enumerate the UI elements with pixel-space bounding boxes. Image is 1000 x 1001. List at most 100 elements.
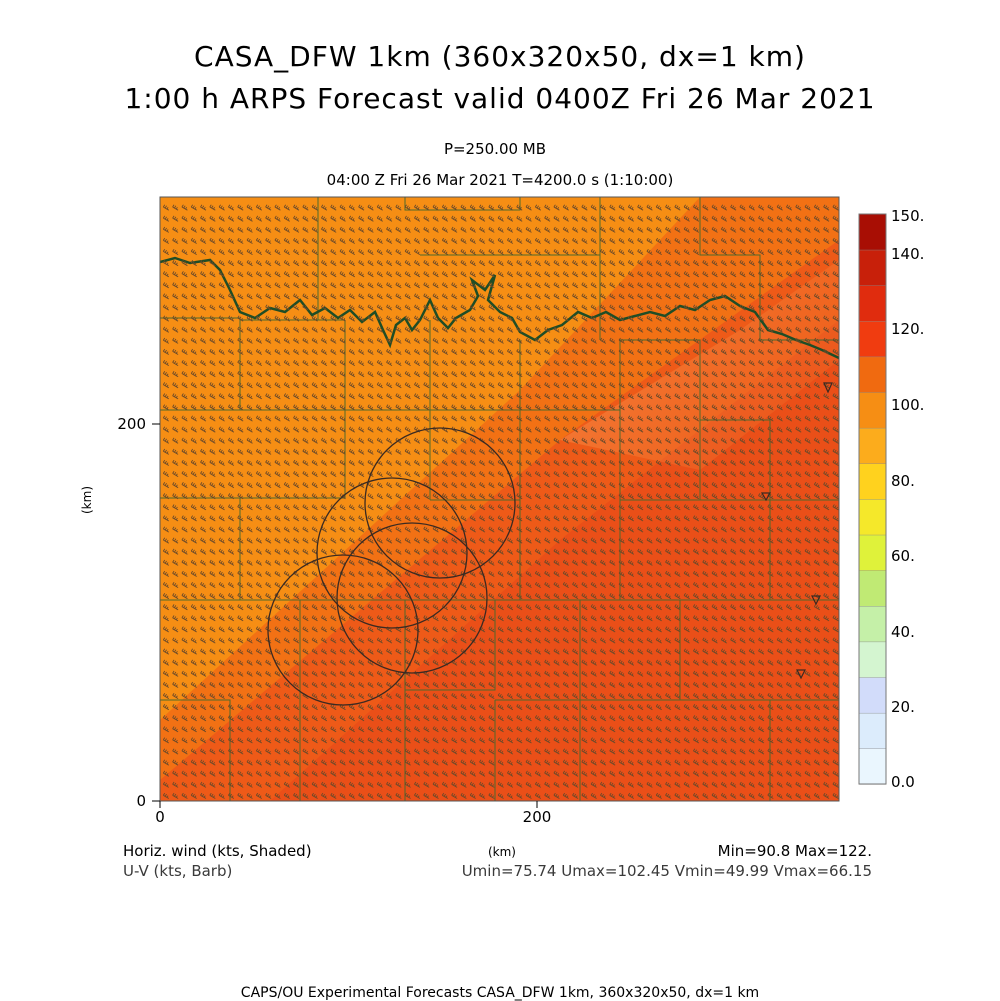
wind-barb — [172, 470, 179, 477]
wind-barb — [674, 337, 681, 344]
wind-barb — [665, 293, 672, 300]
wind-barb — [283, 304, 290, 311]
wind-barb — [469, 704, 476, 711]
wind-barb — [553, 648, 560, 655]
wind-barb — [423, 248, 430, 255]
wind-barb — [813, 626, 821, 633]
wind-barb — [609, 704, 616, 711]
wind-barb — [479, 637, 486, 644]
wind-barb — [358, 570, 365, 577]
wind-barb — [414, 593, 421, 600]
wind-barb — [237, 681, 244, 688]
wind-barb — [776, 393, 783, 400]
wind-barb — [693, 371, 700, 378]
wind-barb — [283, 792, 290, 799]
wind-barb — [786, 726, 793, 733]
wind-barb — [265, 604, 272, 611]
wind-barb — [748, 404, 755, 411]
wind-barb — [209, 537, 216, 544]
wind-barb — [730, 504, 737, 511]
wind-barb — [237, 670, 244, 677]
wind-barb — [618, 248, 625, 255]
wind-barb — [804, 404, 811, 411]
wind-barb — [339, 593, 346, 600]
wind-barb — [507, 570, 514, 577]
wind-barb — [711, 204, 718, 211]
wind-barb — [209, 726, 216, 733]
wind-barb — [209, 304, 216, 311]
wind-barb — [804, 626, 811, 633]
wind-barb — [200, 681, 207, 688]
wind-barb — [423, 237, 430, 244]
wind-barb — [702, 470, 709, 477]
wind-barb — [274, 437, 281, 444]
wind-barb — [683, 537, 690, 544]
wind-barb — [590, 681, 597, 688]
wind-barb — [265, 726, 272, 733]
wind-barb — [804, 448, 811, 455]
color-bar-segment — [858, 463, 887, 500]
wind-barb — [293, 781, 300, 788]
wind-barb — [497, 404, 504, 411]
wind-barb — [758, 260, 765, 267]
wind-barb — [590, 359, 597, 366]
wind-barb — [637, 371, 644, 378]
wind-barb — [255, 659, 263, 666]
wind-barb — [488, 437, 495, 444]
uv-statistics: Umin=75.74 Umax=102.45 Vmin=49.99 Vmax=6… — [462, 862, 872, 880]
wind-barb — [404, 792, 411, 799]
wind-barb — [181, 371, 188, 378]
wind-barb — [516, 448, 523, 455]
color-bar-label: 80. — [891, 472, 915, 490]
wind-barb — [414, 260, 421, 267]
wind-barb — [302, 260, 309, 267]
wind-barb — [302, 537, 309, 544]
wind-barb — [190, 704, 197, 711]
wind-barb — [739, 426, 746, 433]
wind-barb — [469, 515, 476, 522]
wind-barb — [739, 226, 746, 233]
wind-barb — [190, 215, 197, 222]
wind-barb — [265, 704, 272, 711]
wind-barb — [730, 393, 737, 400]
wind-barb — [516, 415, 523, 422]
wind-barb — [479, 704, 486, 711]
wind-barb — [441, 226, 449, 233]
wind-barb — [404, 426, 411, 433]
wind-barb — [655, 581, 662, 588]
wind-barb — [525, 659, 532, 666]
wind-barb — [637, 204, 644, 211]
wind-barb — [581, 482, 588, 489]
wind-barb — [674, 437, 681, 444]
wind-barb — [627, 748, 635, 755]
wind-barb — [665, 626, 672, 633]
wind-barb — [786, 382, 793, 389]
wind-barb — [246, 637, 253, 644]
wind-barb — [693, 248, 700, 255]
wind-barb — [218, 459, 225, 466]
wind-barb — [246, 348, 253, 355]
wind-barb — [627, 470, 635, 477]
wind-barb — [553, 637, 560, 644]
wind-barb — [479, 604, 486, 611]
wind-barb — [348, 304, 356, 311]
wind-barb — [730, 593, 737, 600]
wind-barb — [330, 593, 337, 600]
color-bar-segment — [858, 641, 887, 678]
wind-barb — [395, 637, 402, 644]
wind-barb — [786, 626, 793, 633]
wind-barb — [460, 359, 467, 366]
wind-barb — [190, 537, 197, 544]
wind-barb — [665, 515, 672, 522]
wind-barb — [330, 515, 337, 522]
wind-barb — [441, 659, 449, 666]
wind-barb — [283, 615, 290, 622]
wind-barb — [200, 371, 207, 378]
wind-barb — [488, 670, 495, 677]
wind-barb — [265, 781, 272, 788]
wind-barb — [479, 382, 486, 389]
wind-barb — [479, 215, 486, 222]
wind-barb — [497, 615, 504, 622]
wind-barb — [767, 748, 774, 755]
wind-barb — [562, 526, 569, 533]
